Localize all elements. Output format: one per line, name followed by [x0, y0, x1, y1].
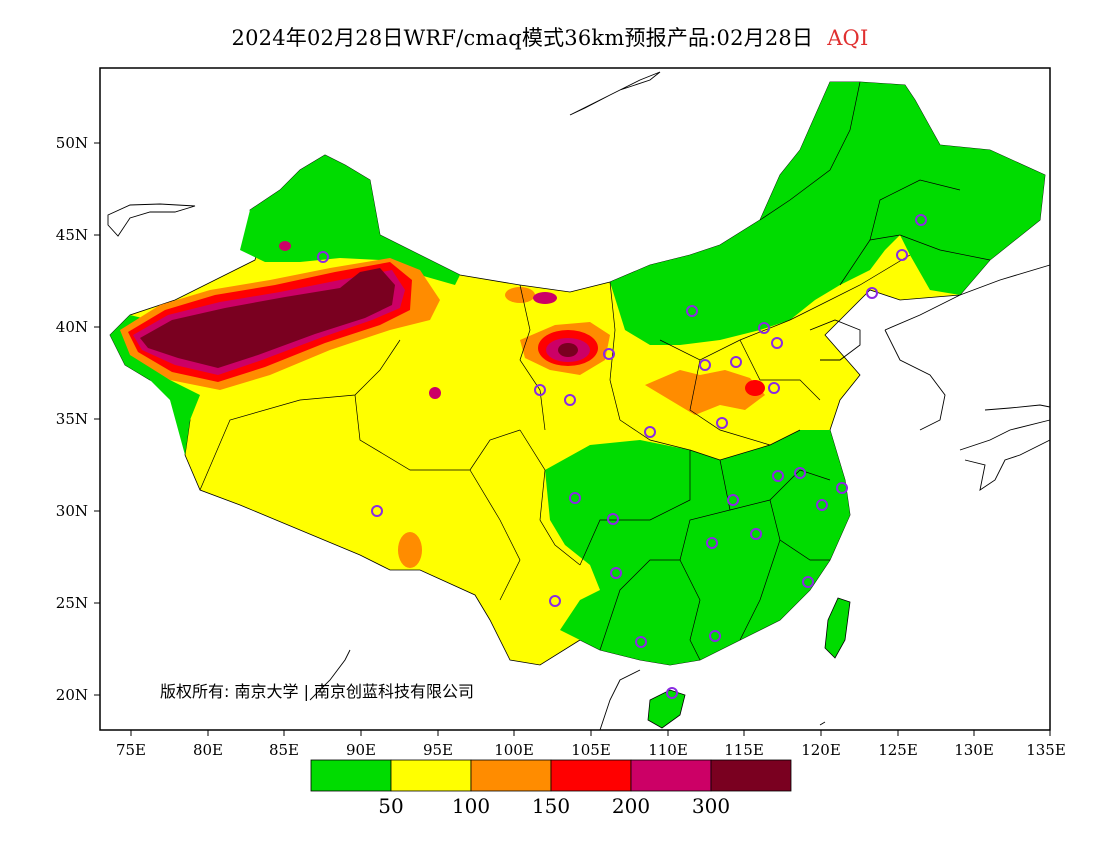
region-good-west-edge: [110, 315, 200, 490]
legend-swatch-hazardous: [710, 759, 792, 792]
city-marker: [816, 499, 828, 511]
city-marker: [709, 630, 721, 642]
lon-label: 110E: [648, 741, 688, 759]
lon-label: 80E: [193, 741, 223, 759]
city-markers: [317, 214, 927, 699]
legend-label: 300: [692, 794, 730, 818]
city-marker: [727, 494, 739, 506]
lon-label: 95E: [423, 741, 453, 759]
city-marker: [603, 348, 615, 360]
city-marker: [686, 305, 698, 317]
island-hainan: [647, 689, 686, 729]
city-marker: [564, 394, 576, 406]
city-marker: [896, 249, 908, 261]
city-marker: [534, 384, 546, 396]
province-boundaries: [199, 81, 991, 661]
neighbor-coastlines: [107, 71, 1051, 731]
city-marker: [371, 505, 383, 517]
region-sensitive-north-china: [645, 370, 765, 415]
city-marker: [666, 687, 678, 699]
lat-label: 40N: [56, 318, 88, 336]
region-good-south: [545, 430, 850, 665]
legend-label: 100: [452, 794, 490, 818]
legend-label: 150: [532, 794, 570, 818]
lat-label: 45N: [56, 226, 88, 244]
latitude-axis: [94, 142, 100, 696]
island-taiwan: [824, 597, 851, 659]
lon-label: 135E: [1026, 741, 1066, 759]
lon-label: 100E: [494, 741, 534, 759]
city-marker: [802, 576, 814, 588]
title-main: 2024年02月28日WRF/cmaq模式36km预报产品:02月28日: [231, 26, 814, 50]
city-marker: [772, 470, 784, 482]
city-marker: [610, 567, 622, 579]
longitude-axis: [130, 730, 1051, 736]
legend-label: 50: [378, 794, 403, 818]
legend-swatch-moderate: [390, 759, 472, 792]
region-very-unhealthy-gansu: [533, 292, 557, 304]
city-marker: [750, 528, 762, 540]
lat-label: 20N: [56, 686, 88, 704]
region-unhealthy-hebei: [745, 380, 765, 396]
city-marker: [549, 595, 561, 607]
lat-label: 35N: [56, 410, 88, 428]
region-good-northeast: [610, 82, 1045, 345]
legend-colorbar: [310, 759, 792, 792]
city-marker: [644, 426, 656, 438]
region-hazardous-ordos: [558, 343, 578, 357]
legend-swatch-unhealthy: [550, 759, 632, 792]
region-very-unhealthy-urumqi: [279, 241, 291, 251]
legend-swatch-sensitive: [470, 759, 552, 792]
city-marker: [706, 537, 718, 549]
lat-label: 25N: [56, 594, 88, 612]
region-good-northwest: [240, 155, 460, 285]
legend-label: 200: [612, 794, 650, 818]
city-marker: [836, 482, 848, 494]
lat-label: 50N: [56, 134, 88, 152]
region-very-unhealthy-qinghai: [429, 387, 441, 399]
map-title: 2024年02月28日WRF/cmaq模式36km预报产品:02月28日 AQI: [0, 22, 1100, 52]
city-marker: [716, 417, 728, 429]
city-marker: [768, 382, 780, 394]
lon-label: 115E: [724, 741, 764, 759]
city-marker: [794, 467, 806, 479]
city-marker: [771, 337, 783, 349]
legend-swatch-very-unhealthy: [630, 759, 712, 792]
city-marker: [730, 356, 742, 368]
city-marker: [699, 359, 711, 371]
lon-label: 105E: [571, 741, 611, 759]
map-layers: [107, 71, 1051, 731]
legend-swatch-good: [310, 759, 392, 792]
region-sensitive-gansu: [505, 287, 535, 303]
city-marker: [569, 492, 581, 504]
lon-label: 75E: [116, 741, 146, 759]
title-variable: AQI: [827, 26, 869, 50]
city-marker: [317, 251, 329, 263]
lon-label: 125E: [878, 741, 918, 759]
city-marker: [866, 287, 878, 299]
region-hazardous-taklimakan: [140, 268, 395, 368]
lon-label: 90E: [346, 741, 376, 759]
city-marker: [635, 636, 647, 648]
city-marker: [758, 322, 770, 334]
region-sensitive-tibet-east: [398, 532, 422, 568]
copyright-text: 版权所有: 南京大学 | 南京创蓝科技有限公司: [160, 682, 474, 701]
city-marker: [915, 214, 927, 226]
lon-label: 85E: [269, 741, 299, 759]
city-marker: [607, 513, 619, 525]
lat-label: 30N: [56, 502, 88, 520]
lon-label: 120E: [801, 741, 841, 759]
lon-label: 130E: [954, 741, 994, 759]
